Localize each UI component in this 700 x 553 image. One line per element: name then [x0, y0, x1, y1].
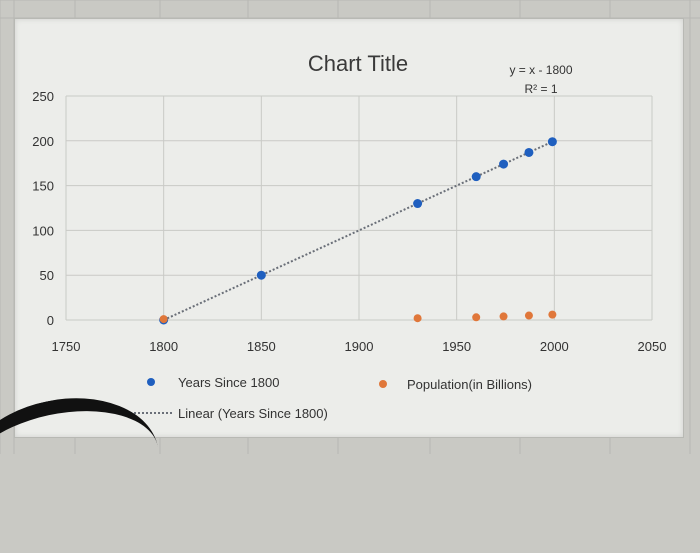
trendline-r-squared: R² = 1 — [524, 82, 557, 96]
point-population[interactable] — [472, 313, 481, 322]
point-years-since-1800[interactable] — [256, 270, 266, 280]
point-population[interactable] — [159, 315, 168, 324]
chart-title[interactable]: Chart Title — [308, 51, 408, 76]
chart-area[interactable] — [14, 18, 684, 438]
y-tick-label: 200 — [32, 134, 54, 149]
data-points — [159, 137, 557, 325]
x-tick-label: 1900 — [345, 339, 374, 354]
trendline-equation: y = x - 1800 — [509, 63, 572, 77]
y-tick-label: 250 — [32, 89, 54, 104]
y-tick-label: 150 — [32, 179, 54, 194]
point-population[interactable] — [499, 312, 508, 321]
point-years-since-1800[interactable] — [413, 199, 423, 209]
point-population[interactable] — [548, 310, 557, 319]
legend-marker-years — [147, 378, 155, 386]
y-tick-label: 50 — [40, 268, 54, 283]
y-tick-label: 100 — [32, 223, 54, 238]
scatter-chart: Chart Title y = x - 1800 R² = 1 0 50 100 15… — [32, 51, 667, 421]
x-tick-label: 1750 — [52, 339, 81, 354]
x-tick-label: 1950 — [442, 339, 471, 354]
point-population[interactable] — [413, 314, 422, 323]
gridlines — [65, 95, 653, 321]
y-tick-label: 0 — [47, 313, 54, 328]
x-tick-label: 2050 — [638, 339, 667, 354]
point-years-since-1800[interactable] — [499, 159, 509, 169]
legend-marker-population — [379, 380, 387, 388]
x-tick-label: 2000 — [540, 339, 569, 354]
point-population[interactable] — [524, 311, 533, 320]
point-years-since-1800[interactable] — [471, 172, 481, 182]
point-years-since-1800[interactable] — [524, 147, 534, 157]
legend: Years Since 1800 Population(in Billions)… — [122, 375, 532, 421]
x-tick-label: 1850 — [247, 339, 276, 354]
y-axis-tick-labels: 0 50 100 150 200 250 — [32, 89, 54, 328]
point-years-since-1800[interactable] — [547, 137, 557, 147]
legend-label-years: Years Since 1800 — [178, 375, 279, 390]
x-tick-label: 1800 — [149, 339, 178, 354]
x-axis-tick-labels: 1750 1800 1850 1900 1950 2000 2050 — [52, 339, 667, 354]
legend-label-trendline: Linear (Years Since 1800) — [178, 406, 328, 421]
legend-label-population: Population(in Billions) — [407, 377, 532, 392]
